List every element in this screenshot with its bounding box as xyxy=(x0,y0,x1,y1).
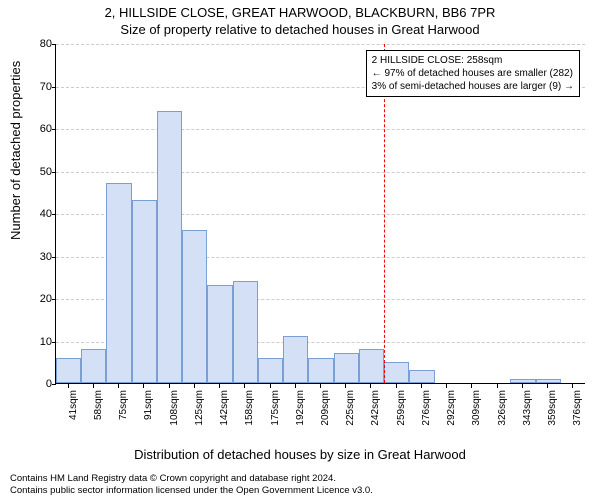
y-tick-mark xyxy=(52,299,56,300)
histogram-bar xyxy=(384,362,409,383)
gridline xyxy=(56,129,585,130)
x-tick-mark xyxy=(345,384,346,388)
x-tick-mark xyxy=(471,384,472,388)
x-tick-label: 225sqm xyxy=(345,390,356,430)
histogram-bar xyxy=(182,230,207,383)
histogram-bar xyxy=(536,379,561,383)
histogram-bar xyxy=(510,379,535,383)
x-tick-label: 343sqm xyxy=(522,390,533,430)
y-tick-label: 60 xyxy=(40,123,52,135)
histogram-bar xyxy=(233,281,258,383)
y-tick-label: 70 xyxy=(40,81,52,93)
x-tick-mark xyxy=(270,384,271,388)
x-tick-label: 192sqm xyxy=(295,390,306,430)
y-tick-mark xyxy=(52,257,56,258)
histogram-bar xyxy=(258,358,283,384)
gridline xyxy=(56,172,585,173)
x-tick-mark xyxy=(68,384,69,388)
footer-line1: Contains HM Land Registry data © Crown c… xyxy=(10,473,373,485)
y-tick-label: 30 xyxy=(40,251,52,263)
x-tick-mark xyxy=(169,384,170,388)
histogram-bar xyxy=(334,353,359,383)
y-tick-mark xyxy=(52,384,56,385)
footer-line2: Contains public sector information licen… xyxy=(10,485,373,497)
chart-container: 2, HILLSIDE CLOSE, GREAT HARWOOD, BLACKB… xyxy=(0,0,600,500)
y-tick-label: 10 xyxy=(40,336,52,348)
x-tick-label: 91sqm xyxy=(143,390,154,430)
histogram-bar xyxy=(106,183,131,383)
y-tick-label: 40 xyxy=(40,208,52,220)
x-tick-label: 41sqm xyxy=(68,390,79,430)
x-tick-mark xyxy=(143,384,144,388)
x-tick-mark xyxy=(547,384,548,388)
x-tick-label: 276sqm xyxy=(421,390,432,430)
x-tick-mark xyxy=(320,384,321,388)
histogram-bar xyxy=(409,370,434,383)
x-tick-mark xyxy=(497,384,498,388)
x-tick-mark xyxy=(446,384,447,388)
x-tick-mark xyxy=(118,384,119,388)
x-tick-label: 309sqm xyxy=(471,390,482,430)
x-tick-label: 359sqm xyxy=(547,390,558,430)
histogram-bar xyxy=(359,349,384,383)
x-axis-label: Distribution of detached houses by size … xyxy=(0,447,600,462)
histogram-bar xyxy=(308,358,333,384)
histogram-bar xyxy=(81,349,106,383)
annotation-line2: ← 97% of detached houses are smaller (28… xyxy=(372,67,574,80)
y-tick-label: 20 xyxy=(40,293,52,305)
annotation-line1: 2 HILLSIDE CLOSE: 258sqm xyxy=(372,54,574,67)
x-tick-label: 142sqm xyxy=(219,390,230,430)
x-tick-label: 242sqm xyxy=(370,390,381,430)
y-tick-mark xyxy=(52,214,56,215)
x-tick-mark xyxy=(572,384,573,388)
histogram-bar xyxy=(132,200,157,383)
histogram-bar xyxy=(207,285,232,383)
x-tick-label: 376sqm xyxy=(572,390,583,430)
x-tick-label: 75sqm xyxy=(118,390,129,430)
gridline xyxy=(56,44,585,45)
y-tick-label: 50 xyxy=(40,166,52,178)
footer-text: Contains HM Land Registry data © Crown c… xyxy=(10,473,373,497)
x-tick-mark xyxy=(370,384,371,388)
y-tick-mark xyxy=(52,342,56,343)
x-tick-label: 209sqm xyxy=(320,390,331,430)
x-tick-mark xyxy=(244,384,245,388)
y-tick-mark xyxy=(52,87,56,88)
annotation-box: 2 HILLSIDE CLOSE: 258sqm ← 97% of detach… xyxy=(366,50,580,97)
x-tick-label: 108sqm xyxy=(169,390,180,430)
histogram-bar xyxy=(157,111,182,383)
x-tick-mark xyxy=(295,384,296,388)
histogram-bar xyxy=(56,358,81,384)
chart-title-sub: Size of property relative to detached ho… xyxy=(0,22,600,37)
x-tick-label: 125sqm xyxy=(194,390,205,430)
y-tick-label: 80 xyxy=(40,38,52,50)
x-tick-mark xyxy=(219,384,220,388)
y-tick-mark xyxy=(52,44,56,45)
y-axis-label: Number of detached properties xyxy=(8,61,23,240)
x-tick-label: 292sqm xyxy=(446,390,457,430)
x-tick-mark xyxy=(93,384,94,388)
x-tick-label: 259sqm xyxy=(396,390,407,430)
annotation-line3: 3% of semi-detached houses are larger (9… xyxy=(372,80,574,93)
x-tick-label: 158sqm xyxy=(244,390,255,430)
histogram-bar xyxy=(283,336,308,383)
x-tick-mark xyxy=(396,384,397,388)
x-tick-mark xyxy=(421,384,422,388)
x-tick-mark xyxy=(194,384,195,388)
x-tick-label: 175sqm xyxy=(270,390,281,430)
x-tick-mark xyxy=(522,384,523,388)
x-tick-label: 58sqm xyxy=(93,390,104,430)
y-tick-mark xyxy=(52,129,56,130)
chart-title-main: 2, HILLSIDE CLOSE, GREAT HARWOOD, BLACKB… xyxy=(0,5,600,20)
y-tick-mark xyxy=(52,172,56,173)
x-tick-label: 326sqm xyxy=(497,390,508,430)
